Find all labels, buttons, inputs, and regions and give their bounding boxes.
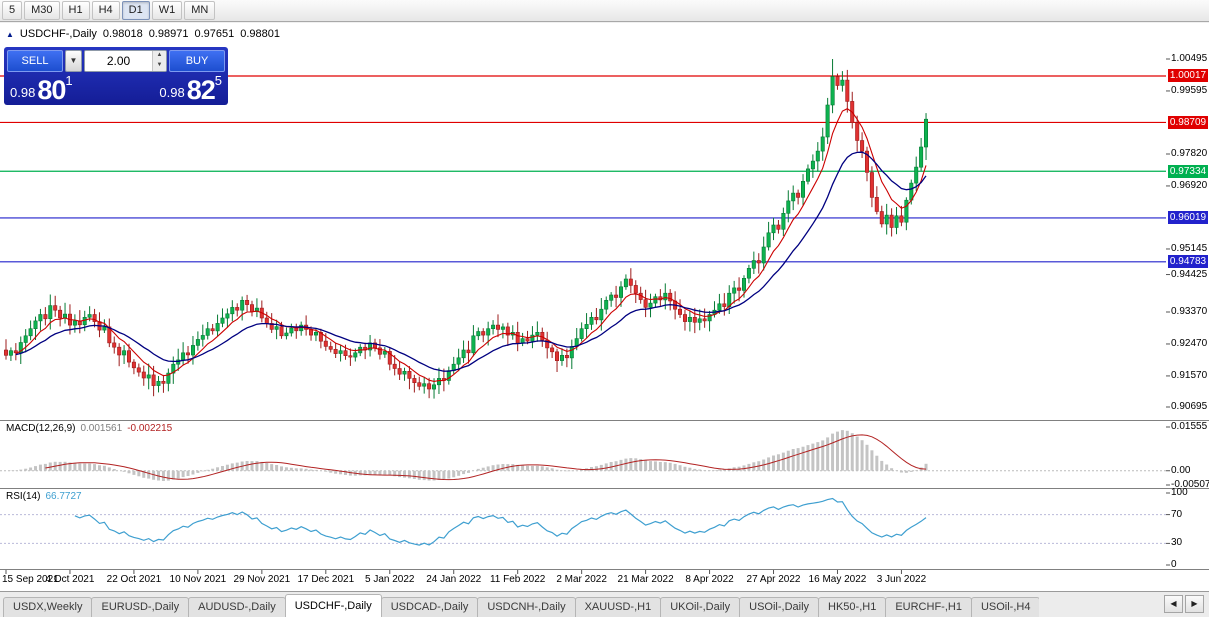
rsi-name: RSI(14) <box>6 491 41 502</box>
sell-price-base: 0.98 <box>10 85 36 100</box>
price-axis-label: 1.00495 <box>1171 53 1208 64</box>
date-axis-label: 15 Sep 2021 <box>2 574 59 585</box>
symbol-tab-eurusd-daily[interactable]: EURUSD-,Daily <box>91 597 190 617</box>
price-axis-label: 0.97820 <box>1171 147 1208 159</box>
sell-price-big: 80 <box>37 75 66 105</box>
timeframe-button-5[interactable]: 5 <box>2 1 23 20</box>
chart-high-value: 0.98971 <box>148 28 189 40</box>
timeframe-button-h1[interactable]: H1 <box>61 1 90 20</box>
price-axis-label: 0.94425 <box>1171 268 1208 280</box>
chart-title: ▲ USDCHF-,Daily 0.98018 0.98971 0.97651 … <box>6 28 280 41</box>
volume-input[interactable] <box>85 51 152 71</box>
symbol-tab-usdcnh-daily[interactable]: USDCNH-,Daily <box>477 597 576 617</box>
price-level-badge: 0.97334 <box>1168 164 1208 178</box>
symbol-tab-usdx-weekly[interactable]: USDX,Weekly <box>3 597 93 617</box>
tab-scroll-controls: ◀ ▶ <box>1160 595 1209 617</box>
rsi-axis-label: 0 <box>1171 559 1177 570</box>
symbol-tab-bar: USDX,Weekly EURUSD-,Daily AUDUSD-,Daily USD… <box>0 591 1209 617</box>
chart-window: ▲ USDCHF-,Daily 0.98018 0.98971 0.97651 … <box>0 23 1209 591</box>
symbol-up-arrow-icon: ▲ <box>6 30 14 39</box>
rsi-indicator-label: RSI(14) 66.7727 <box>6 491 82 502</box>
symbol-tab-hk50-h1[interactable]: HK50-,H1 <box>818 597 887 617</box>
date-axis-label: 11 Feb 2022 <box>489 574 546 585</box>
sell-button[interactable]: SELL <box>7 50 63 72</box>
buy-price-button[interactable]: 0.98 82 5 <box>116 73 225 105</box>
macd-axis-label: 0.01555 <box>1171 421 1208 432</box>
tabs-scroll-left-button[interactable]: ◀ <box>1164 595 1183 613</box>
symbol-tab-usdchf-daily[interactable]: USDCHF-,Daily <box>284 594 382 617</box>
price-axis-label: 0.96920 <box>1171 179 1208 191</box>
volume-increase-button[interactable]: ▲ <box>153 51 166 61</box>
timeframe-button-w1[interactable]: W1 <box>151 1 183 20</box>
macd-indicator-label: MACD(12,26,9) 0.001561 -0.002215 <box>6 423 172 434</box>
buy-price-pip: 5 <box>214 73 222 88</box>
sell-price-button[interactable]: 0.98 80 1 <box>7 73 116 105</box>
buy-price-base: 0.98 <box>159 85 185 100</box>
macd-main-value: 0.001561 <box>80 423 123 434</box>
chart-plot[interactable] <box>0 23 1209 591</box>
date-axis-label: 2 Mar 2022 <box>556 574 607 585</box>
symbol-tab-usoil-h4[interactable]: USOil-,H4 <box>970 597 1040 617</box>
buy-button[interactable]: BUY <box>169 50 225 72</box>
date-axis-label: 3 Jun 2022 <box>876 574 927 585</box>
one-click-trading-panel: SELL ▼ ▲ ▼ BUY 0.98 80 1 <box>4 47 228 105</box>
symbol-tab-audusd-daily[interactable]: AUDUSD-,Daily <box>188 597 286 617</box>
rsi-axis-label: 70 <box>1171 508 1183 520</box>
date-axis-label: 29 Nov 2021 <box>233 574 291 585</box>
date-axis-label: 16 May 2022 <box>808 574 867 585</box>
timeframe-button-d1[interactable]: D1 <box>121 1 150 20</box>
timeframe-button-h4[interactable]: H4 <box>91 1 120 20</box>
sell-price-pip: 1 <box>65 73 73 88</box>
chevron-down-icon: ▼ <box>69 56 78 65</box>
price-level-badge: 0.94783 <box>1168 255 1208 269</box>
date-axis-label: 10 Nov 2021 <box>169 574 227 585</box>
price-axis-label: 0.93370 <box>1171 306 1208 317</box>
symbol-tabs: USDX,Weekly EURUSD-,Daily AUDUSD-,Daily USD… <box>0 594 1040 617</box>
date-axis-label: 22 Oct 2021 <box>106 574 162 585</box>
symbol-tab-ukoil-daily[interactable]: UKOil-,Daily <box>660 597 741 617</box>
date-axis-label: 24 Jan 2022 <box>426 574 482 585</box>
price-axis-label: 0.95145 <box>1171 242 1208 254</box>
timeframe-button-m30[interactable]: M30 <box>24 1 60 20</box>
date-axis-label: 27 Apr 2022 <box>746 574 801 585</box>
date-axis-label: 8 Apr 2022 <box>685 574 734 585</box>
date-axis-label: 21 Mar 2022 <box>617 574 674 585</box>
volume-field: ▲ ▼ <box>84 50 167 72</box>
symbol-tab-usoil-daily[interactable]: USOil-,Daily <box>739 597 820 617</box>
chart-symbol-label: USDCHF-,Daily <box>19 28 97 40</box>
price-axis-label: 0.91570 <box>1171 369 1208 381</box>
date-axis-label: 17 Dec 2021 <box>297 574 355 585</box>
chart-open-value: 0.98018 <box>102 28 143 40</box>
symbol-tab-eurchf-h1[interactable]: EURCHF-,H1 <box>885 597 972 617</box>
tabs-scroll-right-button[interactable]: ▶ <box>1185 595 1204 613</box>
symbol-tab-usdcad-daily[interactable]: USDCAD-,Daily <box>380 597 479 617</box>
date-axis-label: 4 Oct 2021 <box>45 574 95 585</box>
chart-low-value: 0.97651 <box>194 28 235 40</box>
macd-signal-value: -0.002215 <box>127 423 173 434</box>
rsi-axis-label: 100 <box>1171 487 1188 498</box>
price-axis-label: 0.99595 <box>1171 84 1208 96</box>
rsi-axis-label: 30 <box>1171 537 1183 549</box>
volume-spinner: ▲ ▼ <box>152 51 166 71</box>
macd-name: MACD(12,26,9) <box>6 423 76 434</box>
price-level-badge: 1.00017 <box>1168 69 1208 83</box>
price-axis-label: 0.92470 <box>1171 337 1208 349</box>
macd-axis-label: 0.00 <box>1171 464 1191 476</box>
price-axis-label: 0.90695 <box>1171 401 1208 412</box>
buy-price-big: 82 <box>186 75 216 105</box>
volume-decrease-button[interactable]: ▼ <box>153 61 166 71</box>
macd-axis-label: -0.00507 <box>1171 479 1209 490</box>
date-axis-label: 5 Jan 2022 <box>365 574 415 585</box>
volume-preset-dropdown[interactable]: ▼ <box>65 50 82 72</box>
rsi-current-value: 66.7727 <box>45 491 82 502</box>
price-level-badge: 0.96019 <box>1168 211 1208 225</box>
timeframe-button-mn[interactable]: MN <box>184 1 216 20</box>
symbol-tab-xauusd-h1[interactable]: XAUUSD-,H1 <box>574 597 662 617</box>
timeframe-toolbar: 5 M30 H1 H4 D1 W1 MN <box>0 0 1209 22</box>
chart-close-value: 0.98801 <box>240 28 280 40</box>
price-level-badge: 0.98709 <box>1168 115 1208 129</box>
